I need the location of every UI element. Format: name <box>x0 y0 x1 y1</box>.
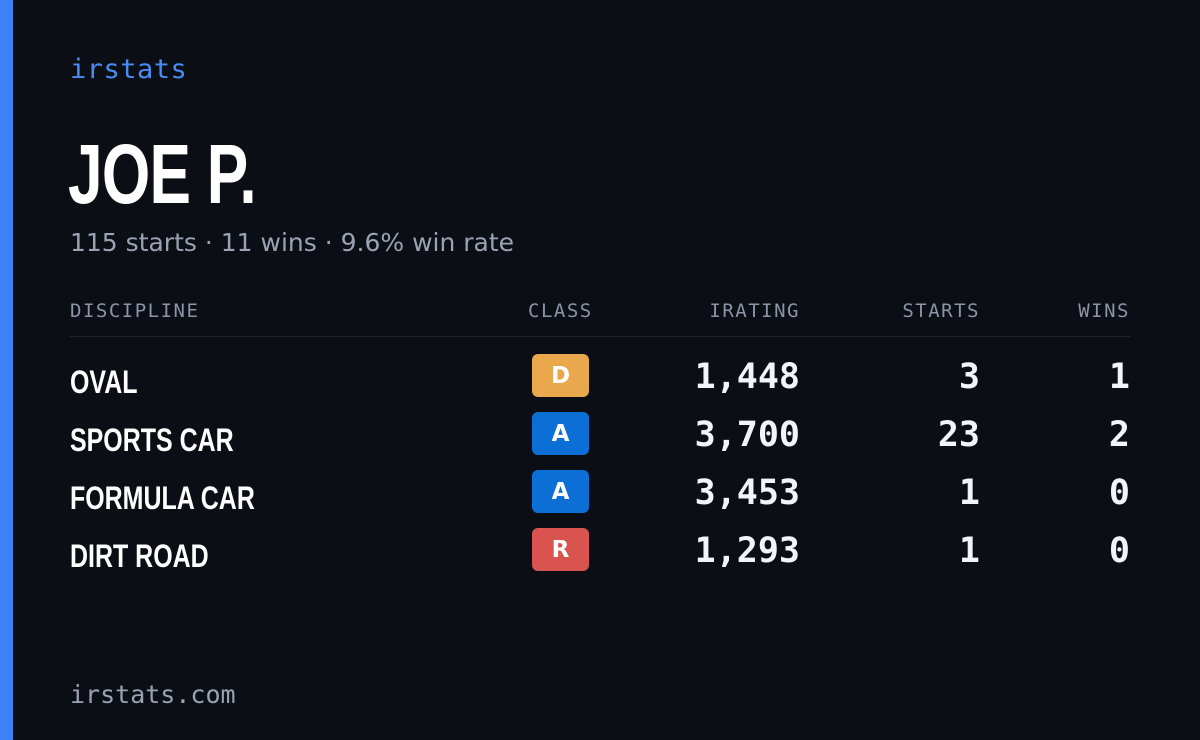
irating-value: 1,448 <box>694 357 800 397</box>
discipline-name: OVAL <box>70 364 138 400</box>
header-divider <box>70 336 1130 337</box>
starts-value: 1 <box>958 531 980 571</box>
irating-value: 1,293 <box>694 531 800 571</box>
wins-value: 1 <box>1108 357 1130 397</box>
discipline-name: DIRT ROAD <box>70 538 209 574</box>
accent-bar <box>0 0 13 740</box>
class-badge: A <box>532 470 589 513</box>
header-starts: STARTS <box>902 300 980 322</box>
class-badge: R <box>532 528 589 571</box>
wins-value: 2 <box>1108 415 1130 455</box>
wins-value: 0 <box>1108 473 1130 513</box>
table-row: OVAL D 1,448 3 1 <box>0 354 1200 412</box>
starts-value: 1 <box>958 473 980 513</box>
driver-summary: 115 starts · 11 wins · 9.6% win rate <box>70 228 515 257</box>
footer-url: irstats.com <box>70 680 236 709</box>
wins-value: 0 <box>1108 531 1130 571</box>
starts-value: 3 <box>958 357 980 397</box>
table-row: SPORTS CAR A 3,700 23 2 <box>0 412 1200 470</box>
table-row: FORMULA CAR A 3,453 1 0 <box>0 470 1200 528</box>
class-badge: D <box>532 354 589 397</box>
discipline-name: SPORTS CAR <box>70 422 234 458</box>
irating-value: 3,700 <box>694 415 800 455</box>
discipline-name: FORMULA CAR <box>70 480 255 516</box>
starts-value: 23 <box>937 415 980 455</box>
irating-value: 3,453 <box>694 473 800 513</box>
driver-name: JOE P. <box>68 127 257 221</box>
header-class: CLASS <box>528 300 593 322</box>
class-badge: A <box>532 412 589 455</box>
table-row: DIRT ROAD R 1,293 1 0 <box>0 528 1200 586</box>
brand-logo-text: irstats <box>70 54 188 85</box>
header-wins: WINS <box>1078 300 1130 322</box>
header-discipline: DISCIPLINE <box>70 300 200 322</box>
header-irating: IRATING <box>709 300 800 322</box>
